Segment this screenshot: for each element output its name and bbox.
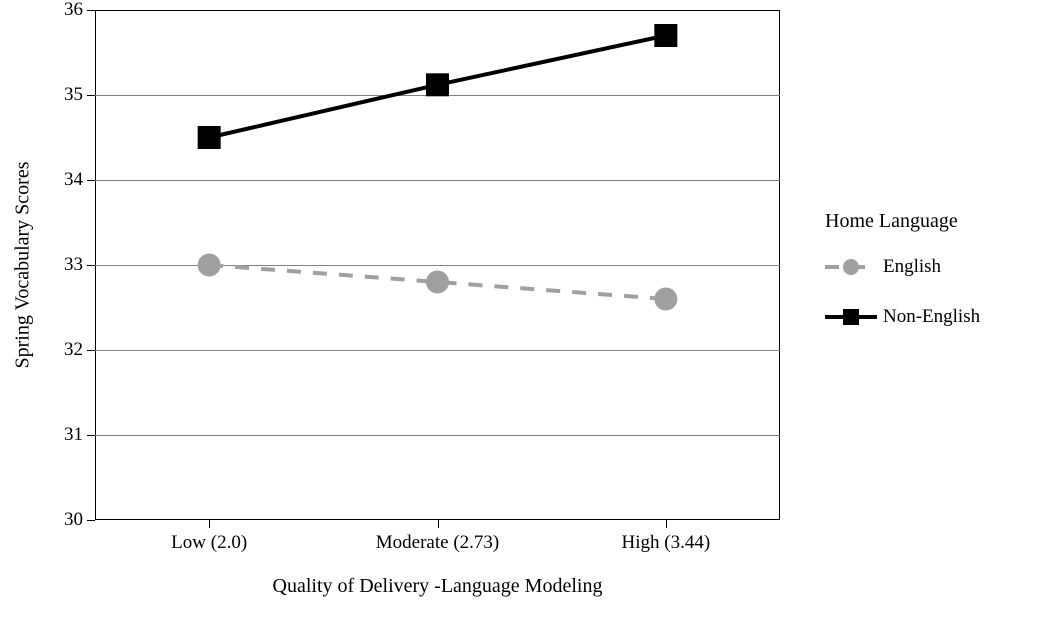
series-marker [427,74,449,96]
series-marker [655,288,677,310]
series-marker [427,271,449,293]
chart-figure: 30313233343536 Low (2.0)Moderate (2.73)H… [0,0,1050,617]
series-marker [655,25,677,47]
series-layer [0,0,1050,617]
series-marker [198,254,220,276]
series-marker [198,127,220,149]
